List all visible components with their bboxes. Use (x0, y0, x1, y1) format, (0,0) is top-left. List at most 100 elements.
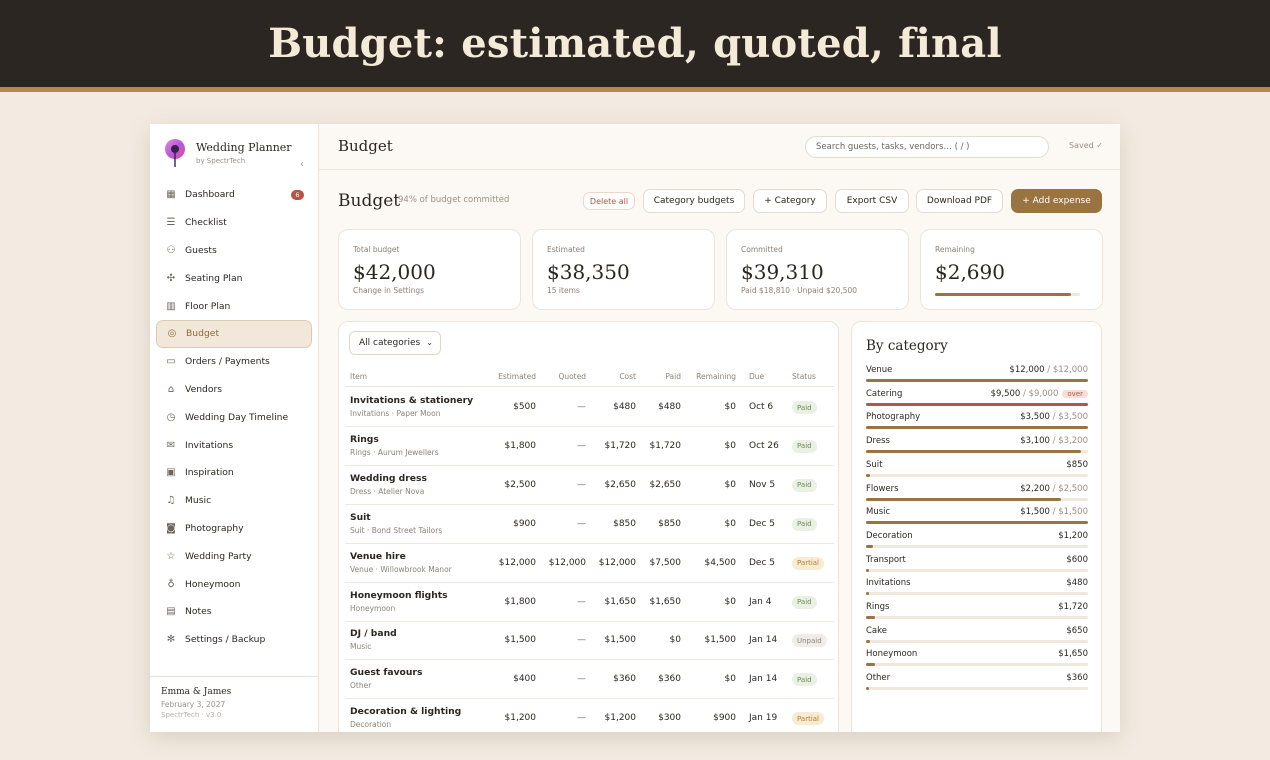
sidebar-item-label: Photography (185, 522, 244, 534)
category-amount: $1,500 / $1,500 (1020, 507, 1088, 517)
table-header: Item Estimated Quoted Cost Paid Remaining Due S… (345, 367, 834, 387)
category-name: Photography (866, 412, 921, 423)
cell-estimated: $1,500 (504, 635, 537, 646)
table-row[interactable]: Honeymoon flights Honeymoon $1,800 — $1,650 $… (345, 583, 834, 622)
table-row[interactable]: Decoration & lighting Decoration $1,200 — $1… (345, 699, 834, 732)
topbar-title: Budget (338, 137, 393, 155)
coin-icon: ◎ (167, 328, 177, 340)
sidebar-item-label: Invitations (185, 439, 234, 451)
sidebar-item-honeymoon[interactable]: ♁ Honeymoon (156, 570, 312, 598)
sidebar-item-label: Seating Plan (185, 272, 243, 284)
item-name: Rings (350, 433, 379, 445)
category-spent: $650 (1066, 625, 1088, 636)
by-category-panel: By category Venue $12,000 / $12,000 Cateri… (851, 321, 1102, 732)
export-csv-button[interactable]: Export CSV (835, 189, 909, 213)
add-category-button[interactable]: + Category (753, 189, 827, 213)
stat-value: $42,000 (353, 260, 436, 284)
sidebar-item-wedding-party[interactable]: ☆ Wedding Party (156, 542, 312, 570)
cell-paid: $480 (658, 402, 681, 412)
cell-estimated: $900 (513, 518, 536, 529)
sidebar-item-notes[interactable]: ▤ Notes (156, 598, 312, 626)
note-icon: ▤ (166, 606, 176, 618)
column-header-due[interactable]: Due (749, 372, 765, 381)
sidebar-item-inspiration[interactable]: ▣ Inspiration (156, 459, 312, 487)
column-header-item[interactable]: Item (350, 372, 368, 381)
category-progress-bar (866, 544, 1088, 548)
column-header-paid[interactable]: Paid (665, 372, 681, 381)
cell-cost: $12,000 (598, 557, 636, 568)
category-row-dress: Dress $3,100 / $3,200 (866, 436, 1088, 454)
table-row[interactable]: Invitations & stationery Invitations · Pa… (345, 388, 834, 427)
sidebar-item-dashboard[interactable]: ▦ Dashboard 6 (156, 181, 312, 209)
search-input[interactable]: Search guests, tasks, vendors… ( / ) (805, 136, 1049, 158)
sidebar-item-label: Budget (186, 328, 220, 340)
status-badge: Paid (792, 595, 817, 609)
category-filter-select[interactable]: All categories ⌄ (349, 331, 441, 355)
category-row-decoration: Decoration $1,200 (866, 531, 1088, 549)
category-progress-fill (866, 544, 873, 548)
category-name: Honeymoon (866, 649, 918, 660)
category-progress-fill (866, 663, 875, 667)
column-header-cost[interactable]: Cost (619, 372, 636, 381)
network-icon: ✣ (166, 272, 176, 284)
sidebar-item-floor-plan[interactable]: ▥ Floor Plan (156, 292, 312, 320)
chevron-left-icon[interactable]: ‹ (300, 159, 304, 170)
sidebar-item-photography[interactable]: ◙ Photography (156, 515, 312, 543)
stat-sub[interactable]: Change in Settings (353, 286, 425, 295)
category-amount: $360 (1066, 673, 1088, 683)
category-name: Other (866, 673, 891, 684)
category-row-cake: Cake $650 (866, 626, 1088, 644)
category-budget: $12,000 (1052, 365, 1088, 375)
column-header-status[interactable]: Status (792, 372, 816, 381)
sidebar-item-invitations[interactable]: ✉ Invitations (156, 431, 312, 459)
layout-icon: ▥ (166, 300, 176, 312)
table-row[interactable]: Venue hire Venue · Willowbrook Manor $12,0… (345, 544, 834, 583)
category-progress-fill (866, 402, 1088, 406)
banner-title: Budget: estimated, quoted, final (268, 20, 1002, 67)
category-budget: $2,500 (1058, 483, 1088, 494)
cell-remaining: $0 (724, 479, 736, 490)
cell-quoted: — (577, 674, 586, 685)
logo-icon (165, 139, 185, 167)
app-window: Wedding Planner by SpectrTech ‹ ▦ Dashboa… (150, 124, 1120, 732)
add-expense-button[interactable]: + Add expense (1011, 189, 1102, 213)
category-progress-bar (866, 450, 1088, 454)
table-row[interactable]: Guest favours Other $400 — $360 $360 $0 Jan 14 P… (345, 660, 834, 700)
cell-quoted: — (577, 402, 586, 412)
column-header-estimated[interactable]: Estimated (498, 372, 536, 381)
download-pdf-button[interactable]: Download PDF (916, 189, 1003, 213)
stat-label: Remaining (935, 245, 975, 254)
cell-due: Jan 14 (749, 635, 778, 646)
table-row[interactable]: DJ / band Music $1,500 — $1,500 $0 $1,500 Jan 1… (345, 621, 834, 661)
sidebar-item-label: Vendors (185, 383, 223, 395)
category-name: Decoration (866, 530, 913, 541)
column-header-remaining[interactable]: Remaining (696, 372, 736, 381)
item-meta: Honeymoon (350, 603, 396, 613)
table-row[interactable]: Wedding dress Dress · Atelier Nova $2,500 —… (345, 466, 834, 505)
table-row[interactable]: Rings Rings · Aurum Jewellers $1,800 — $1,72… (345, 427, 834, 466)
sidebar-item-music[interactable]: ♫ Music (156, 487, 312, 515)
sidebar-item-orders-payments[interactable]: ▭ Orders / Payments (156, 348, 312, 376)
item-name: Suit (350, 511, 371, 523)
sidebar-item-label: Music (185, 495, 212, 507)
sidebar-item-vendors[interactable]: ⌂ Vendors (156, 376, 312, 404)
item-name: Guest favours (350, 667, 423, 679)
sidebar-item-label: Notes (185, 606, 212, 618)
item-name: Venue hire (350, 550, 406, 562)
column-header-quoted[interactable]: Quoted (558, 372, 586, 381)
table-row[interactable]: Suit Suit · Bond Street Tailors $900 — $850 $… (345, 505, 834, 544)
users-icon: ⚇ (166, 244, 176, 256)
category-budgets-button[interactable]: Category budgets (643, 189, 745, 213)
sidebar-item-wedding-day-timeline[interactable]: ◷ Wedding Day Timeline (156, 403, 312, 431)
sidebar-item-budget[interactable]: ◎ Budget (156, 319, 312, 348)
sidebar-item-checklist[interactable]: ☰ Checklist (156, 209, 312, 237)
category-progress-fill (866, 687, 869, 691)
category-row-honeymoon: Honeymoon $1,650 (866, 649, 1088, 667)
category-row-transport: Transport $600 (866, 555, 1088, 573)
sidebar-item-guests[interactable]: ⚇ Guests (156, 237, 312, 265)
delete-all-button[interactable]: Delete all (583, 192, 635, 210)
item-meta: Music (350, 642, 372, 652)
sidebar-item-settings-backup[interactable]: ✻ Settings / Backup (156, 626, 312, 654)
sidebar-item-seating-plan[interactable]: ✣ Seating Plan (156, 264, 312, 292)
category-progress-fill (866, 521, 1088, 525)
